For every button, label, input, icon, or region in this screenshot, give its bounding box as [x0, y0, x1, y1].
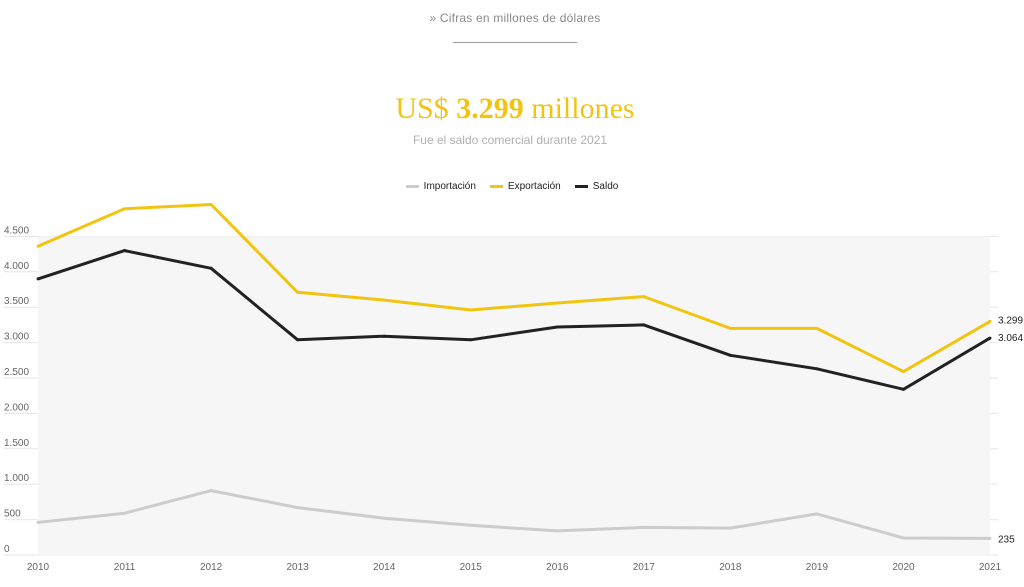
data-point-exportacion	[555, 301, 559, 305]
data-point-importacion	[555, 529, 559, 533]
x-tick-label: 2013	[287, 562, 310, 573]
series-line-importacion	[37, 489, 991, 540]
y-tick-label: 1.000	[4, 473, 29, 484]
headline-unit: millones	[523, 92, 635, 125]
x-tick-label: 2020	[892, 562, 915, 573]
series-line-exportacion	[37, 203, 991, 374]
y-tick-label: 1.500	[4, 438, 29, 449]
data-point-importacion	[296, 506, 300, 510]
data-point-exportacion	[382, 298, 386, 302]
data-point-importacion	[209, 489, 213, 493]
y-tick-label: 3.000	[4, 332, 29, 343]
unit-note: » Cifras en millones de dólares	[429, 11, 601, 25]
y-tick-label: 0	[4, 544, 10, 555]
data-point-importacion	[728, 526, 732, 530]
data-point-saldo	[728, 353, 732, 357]
legend-item-exportacion: Exportación	[489, 181, 561, 192]
x-tick-label: 2010	[27, 562, 50, 573]
area-layer	[38, 236, 990, 555]
data-point-importacion	[901, 536, 905, 540]
y-tick-label: 4.000	[4, 261, 29, 272]
y-tick-label: 4.500	[4, 225, 29, 236]
headline-prefix: US$	[395, 92, 457, 125]
legend-label-saldo: Saldo	[592, 181, 619, 192]
end-label-importacion: 235	[998, 534, 1015, 545]
data-point-saldo	[642, 323, 646, 327]
legend-item-importacion: Importación	[405, 181, 476, 192]
label-layer: 2010 2011 2012 2013 2014 2015 2016 2017 2018 2019…	[27, 315, 1024, 573]
data-point-exportacion	[728, 326, 732, 330]
plot-area-shade	[38, 236, 990, 555]
data-point-importacion	[815, 512, 819, 516]
data-point-saldo	[382, 334, 386, 338]
data-point-exportacion	[642, 295, 646, 299]
y-tick-label: 500	[4, 509, 21, 520]
y-tick-label: 2.000	[4, 402, 29, 413]
headline-caption: Fue el saldo comercial durante 2021	[412, 133, 608, 147]
legend-swatch-exportacion	[489, 185, 503, 188]
legend-item-saldo: Saldo	[574, 181, 619, 192]
x-tick-label: 2016	[546, 562, 569, 573]
x-tick-label: 2017	[633, 562, 656, 573]
data-point-importacion	[469, 523, 473, 527]
data-point-exportacion	[815, 326, 819, 330]
data-point-importacion	[123, 511, 127, 515]
divider	[453, 42, 577, 43]
line-layer	[36, 203, 992, 540]
data-point-importacion	[382, 516, 386, 520]
series-line-saldo	[37, 249, 991, 391]
data-point-saldo	[469, 338, 473, 342]
x-tick-label: 2012	[200, 562, 223, 573]
y-tick-label: 3.500	[4, 296, 29, 307]
legend: Importación Exportación Saldo	[0, 181, 1024, 192]
legend-swatch-importacion	[405, 185, 419, 188]
data-point-exportacion	[36, 244, 40, 248]
x-tick-label: 2014	[373, 562, 396, 573]
data-point-saldo	[988, 336, 992, 340]
data-point-importacion	[642, 525, 646, 529]
data-point-exportacion	[209, 203, 213, 207]
headline-value: 3.299	[456, 92, 524, 125]
data-point-saldo	[296, 338, 300, 342]
x-tick-label: 2011	[114, 562, 136, 573]
data-point-importacion	[988, 536, 992, 540]
data-point-saldo	[555, 325, 559, 329]
end-label-exportacion: 3.299	[998, 315, 1023, 326]
data-point-exportacion	[901, 370, 905, 374]
end-label-saldo: 3.064	[998, 333, 1023, 344]
legend-swatch-saldo	[574, 185, 588, 188]
data-point-exportacion	[469, 308, 473, 312]
data-point-saldo	[815, 367, 819, 371]
legend-label-exportacion: Exportación	[507, 181, 561, 192]
y-tick-label: 2.500	[4, 367, 29, 378]
data-point-exportacion	[123, 207, 127, 211]
x-tick-label: 2021	[979, 562, 1002, 573]
data-point-exportacion	[296, 290, 300, 294]
data-point-saldo	[901, 387, 905, 391]
x-tick-label: 2015	[460, 562, 483, 573]
x-tick-label: 2018	[719, 562, 742, 573]
x-tick-label: 2019	[806, 562, 829, 573]
headline: US$ 3.299 millones	[0, 92, 1024, 126]
legend-label-importacion: Importación	[423, 181, 476, 192]
data-point-saldo	[123, 249, 127, 253]
data-point-importacion	[36, 520, 40, 524]
data-point-exportacion	[988, 319, 992, 323]
data-point-saldo	[209, 266, 213, 270]
data-point-saldo	[36, 277, 40, 281]
